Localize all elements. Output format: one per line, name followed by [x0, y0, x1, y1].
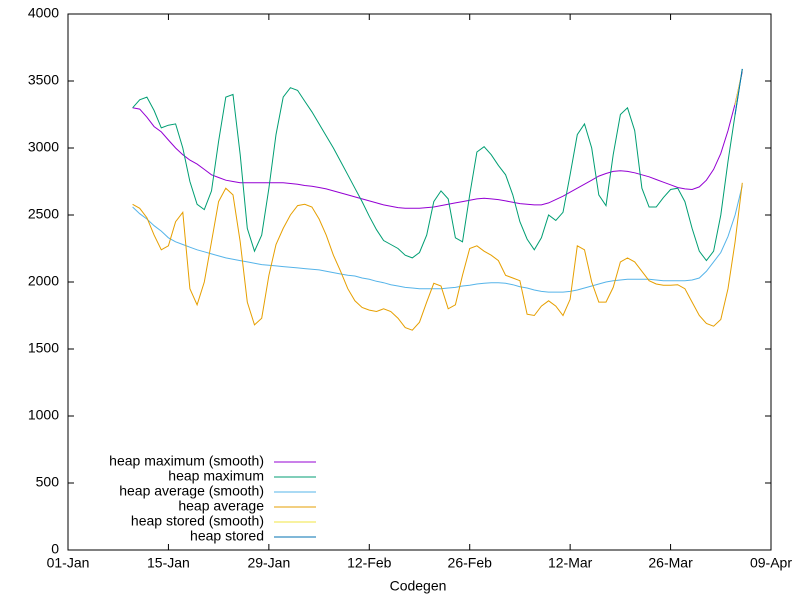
series-line [734, 68, 743, 115]
legend-label: heap stored (smooth) [131, 513, 264, 529]
series-line [132, 185, 743, 293]
x-tick-label: 29-Jan [247, 555, 290, 571]
legend-label: heap average (smooth) [119, 483, 264, 499]
y-tick-label: 1500 [28, 340, 59, 356]
y-tick-label: 500 [36, 474, 60, 490]
legend-label: heap average [178, 498, 264, 514]
x-tick-label: 12-Mar [548, 555, 593, 571]
x-tick-label: 15-Jan [147, 555, 190, 571]
y-tick-label: 0 [51, 541, 59, 557]
legend-label: heap maximum (smooth) [109, 453, 264, 469]
y-tick-label: 3000 [28, 139, 59, 155]
y-tick-label: 4000 [28, 5, 59, 21]
x-tick-label: 01-Jan [47, 555, 90, 571]
series-line [132, 68, 743, 262]
y-tick-label: 2500 [28, 206, 59, 222]
x-tick-label: 12-Feb [347, 555, 392, 571]
legend-label: heap stored [190, 528, 264, 544]
x-tick-label: 26-Feb [448, 555, 493, 571]
legend-label: heap maximum [168, 468, 264, 484]
series-line [132, 182, 743, 331]
x-axis-label: Codegen [390, 578, 447, 594]
y-tick-label: 1000 [28, 407, 59, 423]
x-tick-label: 09-Apr [750, 555, 792, 571]
y-tick-label: 3500 [28, 72, 59, 88]
y-tick-label: 2000 [28, 273, 59, 289]
series-line [132, 71, 743, 209]
x-tick-label: 26-Mar [648, 555, 693, 571]
